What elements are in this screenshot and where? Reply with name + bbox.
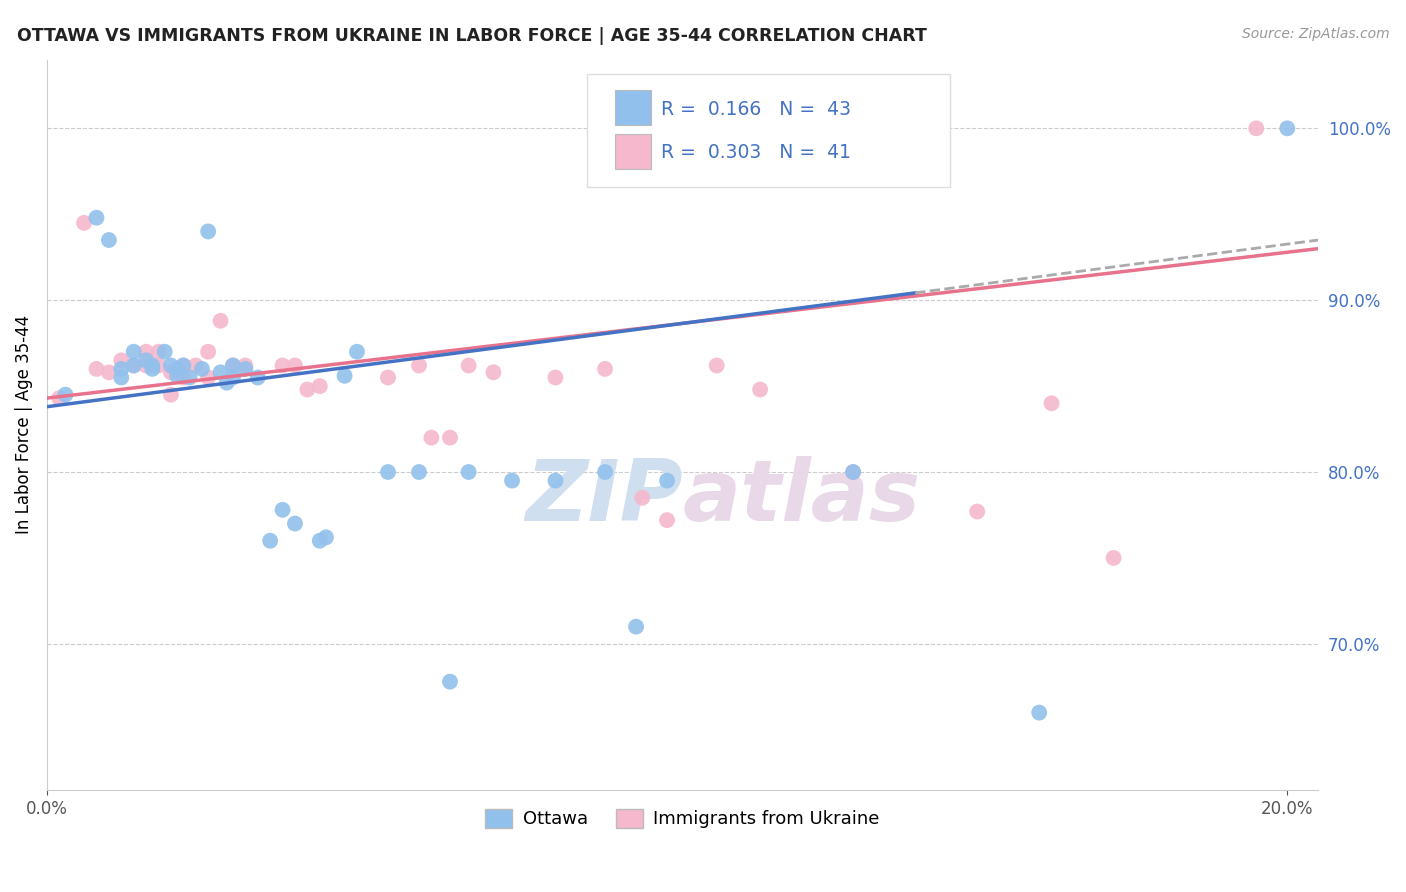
- Point: [172, 359, 194, 373]
- Point: [1102, 550, 1125, 565]
- Point: [1277, 121, 1299, 136]
- Point: [179, 370, 201, 384]
- Point: [439, 431, 461, 445]
- Point: [110, 353, 132, 368]
- Point: [235, 359, 257, 373]
- Point: [593, 465, 616, 479]
- Point: [544, 474, 567, 488]
- Bar: [616, 90, 651, 125]
- Point: [259, 533, 281, 548]
- FancyBboxPatch shape: [588, 74, 949, 187]
- Point: [544, 370, 567, 384]
- Point: [215, 376, 238, 390]
- Point: [222, 370, 245, 384]
- Point: [482, 365, 505, 379]
- Point: [408, 359, 430, 373]
- Point: [501, 474, 523, 488]
- Point: [222, 359, 245, 373]
- Legend: Ottawa, Immigrants from Ukraine: Ottawa, Immigrants from Ukraine: [478, 802, 887, 836]
- Point: [333, 368, 356, 383]
- Point: [97, 233, 120, 247]
- Point: [235, 362, 257, 376]
- Point: [141, 362, 163, 376]
- Text: Source: ZipAtlas.com: Source: ZipAtlas.com: [1241, 27, 1389, 41]
- Point: [706, 359, 728, 373]
- Point: [160, 359, 183, 373]
- Point: [222, 359, 245, 373]
- Point: [1040, 396, 1063, 410]
- Point: [197, 224, 219, 238]
- Point: [148, 359, 170, 373]
- Point: [172, 370, 194, 384]
- Point: [346, 344, 368, 359]
- Point: [1028, 706, 1050, 720]
- Point: [966, 504, 988, 518]
- Point: [122, 359, 145, 373]
- Text: atlas: atlas: [682, 457, 921, 540]
- Point: [141, 359, 163, 373]
- Point: [408, 465, 430, 479]
- Point: [197, 370, 219, 384]
- Point: [135, 359, 157, 373]
- Point: [284, 359, 307, 373]
- Point: [135, 344, 157, 359]
- Point: [655, 513, 678, 527]
- Point: [655, 474, 678, 488]
- Point: [135, 353, 157, 368]
- Point: [148, 344, 170, 359]
- Point: [457, 465, 479, 479]
- Text: R =  0.303   N =  41: R = 0.303 N = 41: [661, 143, 851, 162]
- Point: [593, 362, 616, 376]
- Point: [110, 370, 132, 384]
- Point: [110, 362, 132, 376]
- Point: [631, 491, 654, 505]
- Point: [55, 387, 77, 401]
- Point: [377, 370, 399, 384]
- Text: R =  0.166   N =  43: R = 0.166 N = 43: [661, 100, 851, 119]
- Point: [246, 370, 269, 384]
- Point: [377, 465, 399, 479]
- Point: [271, 503, 294, 517]
- Point: [160, 365, 183, 379]
- Point: [271, 359, 294, 373]
- Point: [209, 365, 232, 379]
- Point: [457, 359, 479, 373]
- Point: [749, 383, 772, 397]
- Point: [184, 359, 207, 373]
- Point: [420, 431, 443, 445]
- Point: [209, 314, 232, 328]
- Point: [624, 620, 647, 634]
- Point: [439, 674, 461, 689]
- Point: [197, 344, 219, 359]
- Point: [122, 344, 145, 359]
- Point: [297, 383, 319, 397]
- Point: [308, 533, 330, 548]
- Bar: [616, 134, 651, 169]
- Point: [153, 344, 176, 359]
- Point: [166, 368, 188, 383]
- Point: [86, 362, 108, 376]
- Y-axis label: In Labor Force | Age 35-44: In Labor Force | Age 35-44: [15, 315, 32, 534]
- Point: [97, 365, 120, 379]
- Point: [73, 216, 96, 230]
- Point: [172, 359, 194, 373]
- Point: [191, 362, 214, 376]
- Point: [315, 530, 337, 544]
- Text: ZIP: ZIP: [524, 457, 682, 540]
- Point: [842, 465, 865, 479]
- Point: [842, 465, 865, 479]
- Point: [160, 387, 183, 401]
- Point: [284, 516, 307, 531]
- Point: [122, 359, 145, 373]
- Point: [166, 362, 188, 376]
- Point: [1244, 121, 1267, 136]
- Point: [86, 211, 108, 225]
- Point: [48, 391, 70, 405]
- Point: [308, 379, 330, 393]
- Text: OTTAWA VS IMMIGRANTS FROM UKRAINE IN LABOR FORCE | AGE 35-44 CORRELATION CHART: OTTAWA VS IMMIGRANTS FROM UKRAINE IN LAB…: [17, 27, 927, 45]
